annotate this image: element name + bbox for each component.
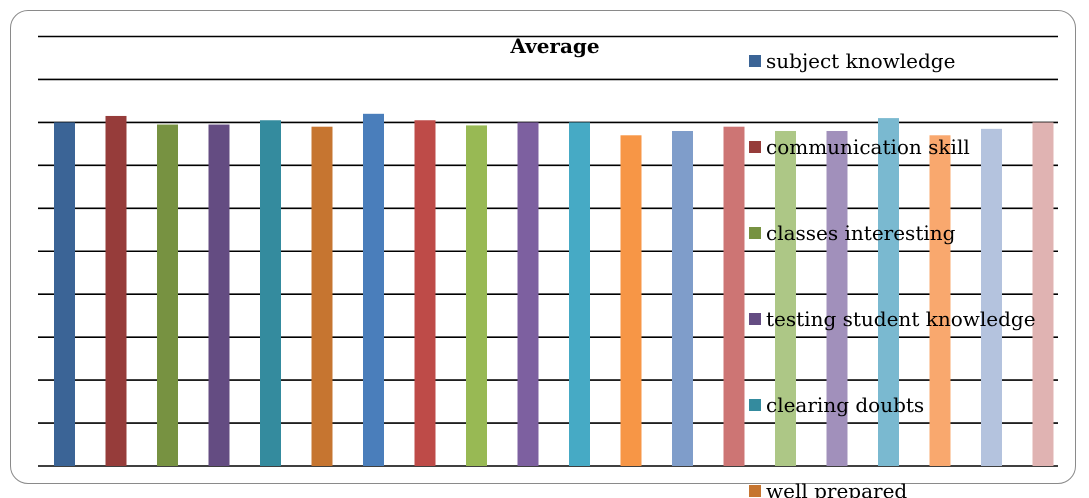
bar-7 xyxy=(363,113,384,466)
legend-label: testing student knowledge xyxy=(766,307,1036,331)
bar-2 xyxy=(105,115,127,467)
bars xyxy=(54,113,1054,467)
bar-13 xyxy=(672,130,693,467)
bar-3 xyxy=(157,124,178,467)
bar-9 xyxy=(466,125,487,467)
legend-label: communication skill xyxy=(766,135,970,159)
bar-6 xyxy=(311,126,333,466)
legend-swatch xyxy=(749,485,761,497)
bar-1 xyxy=(54,122,75,467)
legend-item: communication skill xyxy=(749,135,970,159)
legend-label: clearing doubts xyxy=(766,393,924,417)
legend-item: well prepared xyxy=(749,479,907,498)
legend-swatch xyxy=(749,227,761,239)
legend-swatch xyxy=(749,313,761,325)
bar-18 xyxy=(929,135,951,466)
legend-label: classes interesting xyxy=(766,221,956,245)
legend-label: subject knowledge xyxy=(766,49,955,73)
legend-swatch xyxy=(749,399,761,411)
chart-title: Average xyxy=(509,34,599,58)
bar-17 xyxy=(878,118,899,466)
bar-5 xyxy=(260,120,281,466)
bar-12 xyxy=(620,135,642,466)
legend-label: well prepared xyxy=(766,479,907,498)
legend-item: clearing doubts xyxy=(749,393,924,417)
legend-item: testing student knowledge xyxy=(749,307,1036,331)
bar-4 xyxy=(208,124,230,467)
legend-swatch xyxy=(749,141,761,153)
bar-15 xyxy=(775,130,796,467)
legend-item: classes interesting xyxy=(749,221,956,245)
bar-10 xyxy=(517,122,539,467)
bar-8 xyxy=(414,120,436,466)
bar-11 xyxy=(569,122,590,467)
legend: subject knowledge communication skill clas… xyxy=(749,49,1036,498)
legend-swatch xyxy=(749,55,761,67)
bar-20 xyxy=(1032,122,1054,467)
bar-19 xyxy=(981,128,1002,466)
bar-16 xyxy=(826,130,848,467)
bar-14 xyxy=(723,126,745,466)
legend-item: subject knowledge xyxy=(749,49,955,73)
